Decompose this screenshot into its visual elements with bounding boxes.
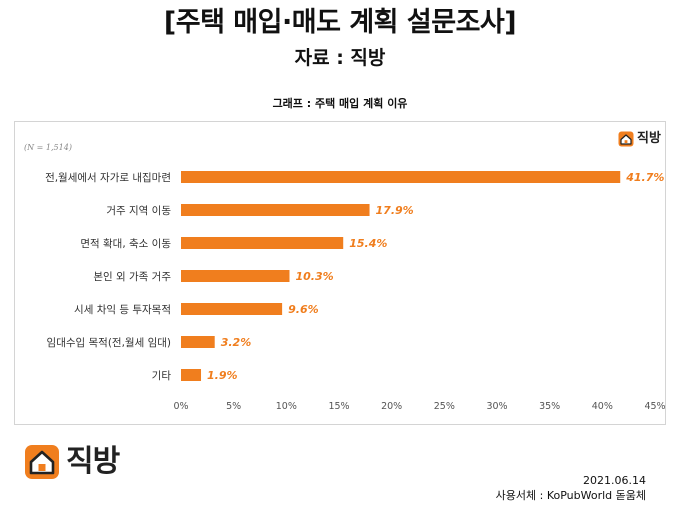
brand-name-small: 직방 [637, 131, 661, 146]
page-title: [주택 매입·매도 계획 설문조사] [163, 7, 517, 38]
brand-name-large: 직방 [66, 444, 120, 479]
chart-title: 그래프 : 주택 매입 계획 이유 [272, 97, 408, 110]
x-tick-label: 15% [328, 401, 349, 412]
x-tick-label: 25% [434, 401, 455, 412]
value-label: 15.4% [349, 237, 387, 250]
category-label: 전,월세에서 자가로 내집마련 [45, 172, 171, 184]
category-label: 시세 차익 등 투자목적 [74, 304, 171, 316]
x-tick-label: 10% [276, 401, 297, 412]
bar [181, 369, 202, 381]
bar [181, 270, 290, 282]
bar [181, 237, 344, 249]
brand-logo-small: 직방 [618, 128, 661, 150]
bars-group [181, 171, 621, 381]
house-logo-icon [25, 445, 59, 479]
x-tick-label: 35% [539, 401, 560, 412]
category-label: 임대수입 목적(전,월세 임대) [47, 336, 171, 349]
house-logo-icon [618, 131, 634, 147]
x-tick-label: 20% [381, 401, 402, 412]
x-tick-label: 40% [592, 401, 613, 412]
x-tick-label: 5% [226, 401, 241, 412]
x-tick-label: 30% [486, 401, 507, 412]
bar [181, 171, 621, 183]
category-label: 기타 [152, 370, 172, 382]
sample-size-note: (N = 1,514) [24, 143, 72, 152]
value-label: 10.3% [295, 270, 333, 283]
category-label: 면적 확대, 축소 이동 [80, 237, 171, 250]
x-tick-label: 0% [173, 401, 188, 412]
category-label: 거주 지역 이동 [106, 205, 171, 217]
bar [181, 303, 283, 315]
value-label: 41.7% [625, 171, 664, 184]
value-label: 3.2% [221, 336, 252, 349]
value-labels-group: 41.7% 17.9% 15.4% 10.3% 9.6% 3.2% 1.9% [207, 171, 664, 382]
bar [181, 204, 370, 216]
x-tick-label: 45% [644, 401, 665, 412]
value-label: 17.9% [376, 204, 414, 217]
bar [181, 336, 215, 348]
value-label: 1.9% [207, 369, 238, 382]
font-credit: 사용서체 : KoPubWorld 돋움체 [495, 489, 646, 502]
source-label: 자료 : 직방 [294, 47, 386, 69]
category-label: 본인 외 가족 거주 [93, 271, 171, 283]
value-label: 9.6% [288, 303, 319, 316]
brand-logo-large: 직방 [24, 440, 120, 484]
x-tick-labels-group: 0% 5% 10% 15% 20% 25% 30% 35% 40% 45% [173, 401, 665, 412]
publish-date: 2021.06.14 [583, 474, 646, 487]
